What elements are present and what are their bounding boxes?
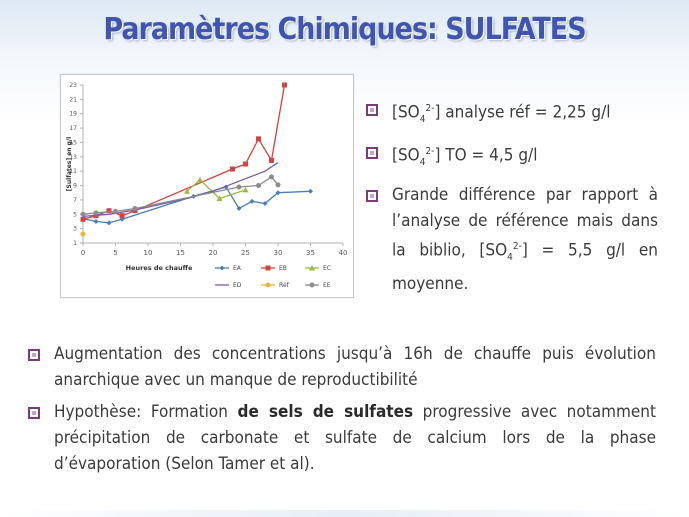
data-point [113,208,118,214]
data-point [93,210,99,216]
legend-label: EA [233,265,242,272]
bullet-square-icon [28,407,40,419]
bullet-augmentation: Augmentation des concentrations jusqu’à … [28,341,656,393]
x-tick-label: 15 [176,249,185,257]
data-point [256,183,261,189]
data-point [249,198,255,204]
data-point [216,195,223,201]
bullet-to-value: [SO42-] TO = 4,5 g/l [366,139,658,176]
data-point [106,208,112,214]
legend-label: ED [233,282,242,289]
data-point [93,218,99,224]
bottom-bullet-list: Augmentation des concentrations jusqu’à … [28,341,656,483]
data-point [80,211,86,217]
data-point [262,201,268,206]
data-point [308,188,313,194]
data-point [256,136,261,142]
data-point [275,190,281,196]
y-tick-label: 7 [73,197,77,204]
y-tick-label: 23 [69,82,77,89]
y-tick-label: 5 [73,211,77,218]
x-tick-label: 25 [241,249,250,257]
data-point [80,231,86,237]
x-tick-label: 0 [81,249,85,257]
footer-gradient-bar [0,510,689,517]
bullet-square-icon [366,190,378,203]
data-point [106,220,112,226]
data-point [242,186,249,193]
data-point [223,184,229,190]
y-tick-label: 13 [69,154,77,161]
y-tick-label: 15 [69,139,77,146]
data-point [184,188,190,194]
bullet-ref-analysis: [SO42-] analyse réf = 2,25 g/l [366,96,658,133]
bullet-square-icon [366,147,378,160]
data-point [309,265,315,271]
x-axis-title: Heures de chauffe [126,264,193,272]
bullet-square-icon [28,349,40,361]
y-tick-label: 19 [69,111,77,118]
legend-label: EC [323,265,331,272]
y-tick-label: 3 [73,226,77,233]
data-point [219,265,225,271]
legend-label: EE [323,282,331,289]
bullet-hypothesis: Hypothèse: Formation de sels de sulfates… [28,399,656,477]
y-axis-title: [Sulfates] en g/l [66,137,73,191]
data-point [236,184,242,190]
data-point [243,161,248,167]
data-point [269,174,274,180]
x-tick-label: 30 [274,249,283,257]
data-point [265,282,271,288]
data-point [265,265,271,271]
legend-label: EB [279,265,287,272]
y-tick-label: 17 [69,125,77,132]
series-line-eb [82,84,286,220]
data-point [230,166,235,172]
bullet-difference: Grande différence par rapport à l’analys… [366,182,658,297]
x-tick-label: 5 [113,249,117,257]
legend-label: Réf [279,282,290,289]
sulfates-chart: 1 3 5 7 9 11 13 15 17 19 21 23 0 5 10 15 20 25 30 35 40 Heure… [60,74,354,298]
x-tick-label: 35 [306,249,315,257]
data-point [269,157,274,163]
x-tick-label: 40 [339,249,348,257]
data-point [236,206,242,212]
y-tick-label: 9 [73,183,77,190]
y-tick-label: 21 [69,96,77,103]
y-tick-label: 11 [69,168,77,175]
data-point [309,282,315,288]
series-line-ee [82,176,279,215]
series-line-ec [186,178,246,200]
y-tick-label: 1 [73,240,77,247]
x-tick-label: 10 [144,249,153,257]
bullet-square-icon [366,104,378,116]
data-point [80,216,86,222]
slide-title: Paramètres Chimiques: SULFATES [103,12,586,47]
data-point [275,182,281,188]
data-point [119,213,125,219]
data-point [282,82,287,88]
data-point [197,176,203,183]
data-point [132,206,138,212]
series-line-ed [82,162,279,218]
x-tick-label: 20 [209,249,218,257]
right-bullet-list: [SO42-] analyse réf = 2,25 g/l [SO42-] T… [366,96,658,303]
